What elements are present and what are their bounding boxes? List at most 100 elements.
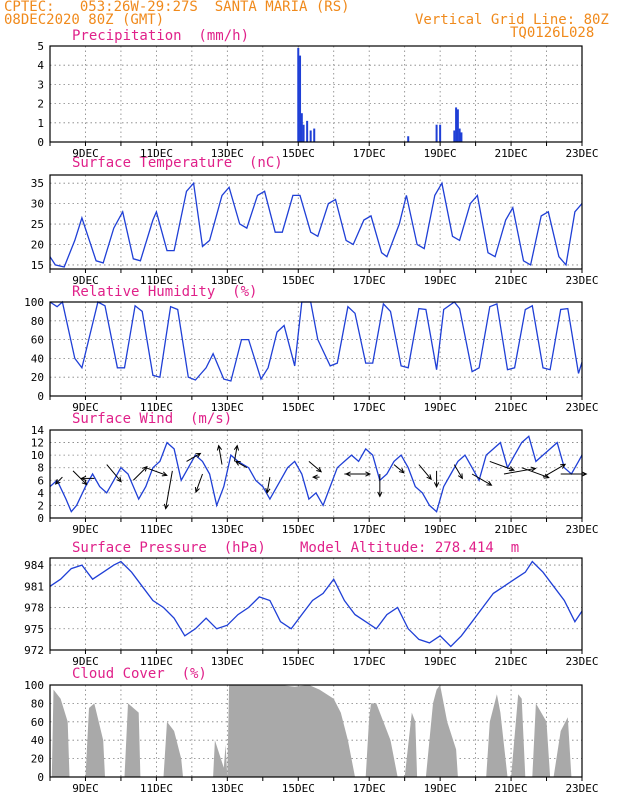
wind-ytick-label: 12 <box>31 437 44 450</box>
precip-ytick-label: 5 <box>37 40 44 53</box>
wind-arrow-head <box>377 491 383 498</box>
pressure-series-line <box>49 560 583 648</box>
cloud-ytick-label: 40 <box>31 734 44 747</box>
rh-ytick-label: 60 <box>31 334 44 347</box>
wind-arrow-head <box>426 474 432 481</box>
wind-arrow-head <box>80 475 87 482</box>
wind-arrow-head <box>233 444 240 451</box>
wind-series-line <box>49 435 583 513</box>
wind-arrow-shaft <box>145 467 167 476</box>
header-run-time: 08DEC2020 80Z (GMT) <box>4 12 165 28</box>
rh-series-line <box>49 300 583 382</box>
precip-bar <box>439 124 442 142</box>
wind-arrow-head <box>433 482 440 489</box>
wind-frame <box>49 429 583 519</box>
pressure-title: Surface Pressure (hPa) <box>72 540 266 556</box>
temp-series-line <box>49 181 583 268</box>
precip-title: Precipitation (mm/h) <box>72 28 250 44</box>
wind-arrow-head <box>142 465 148 472</box>
wind-arrow-shaft <box>55 476 63 485</box>
wind-ytick-label: 6 <box>37 474 44 487</box>
precip-bar <box>460 132 463 142</box>
wind-arrow-head <box>216 444 223 451</box>
precip-bar <box>300 113 303 142</box>
precip-bar <box>302 124 305 142</box>
rh-ytick-label: 0 <box>37 390 44 403</box>
wind-ytick-label: 14 <box>31 424 45 437</box>
header-product-code: TQ0126L028 <box>510 25 595 41</box>
wind-xtick-label: 9DEC <box>72 523 99 536</box>
wind-arrow-head <box>316 466 323 473</box>
wind-arrow-head <box>398 468 405 474</box>
wind-arrow-head <box>486 480 493 486</box>
temp-xtick-label: 17DEC <box>353 274 386 287</box>
cloud-ytick-label: 0 <box>37 771 44 784</box>
rh-ytick-label: 20 <box>31 371 44 384</box>
wind-arrow-head <box>530 466 537 472</box>
wind-arrow-shaft <box>235 460 248 469</box>
temp-xtick-label: 15DEC <box>282 274 315 287</box>
wind-title: Surface Wind (m/s) <box>72 411 233 427</box>
temp-xtick-label: 11DEC <box>140 274 173 287</box>
precip-xtick-label: 23DEC <box>565 147 598 160</box>
rh-xtick-label: 15DEC <box>282 401 315 414</box>
wind-arrow-shaft <box>186 452 201 462</box>
precip-xtick-label: 13DEC <box>211 147 244 160</box>
wind-arrow-shaft <box>418 464 432 480</box>
precip-ytick-label: 1 <box>37 117 44 130</box>
precip-xtick-label: 21DEC <box>495 147 528 160</box>
precip-ytick-label: 2 <box>37 98 44 111</box>
cloud-frame <box>49 684 583 778</box>
wind-arrow-head <box>116 476 122 483</box>
wind-arrow-head <box>161 471 168 477</box>
temp-xtick-label: 21DEC <box>495 274 528 287</box>
temp-xtick-label: 19DEC <box>424 274 457 287</box>
wind-arrow-shaft <box>195 473 203 493</box>
pressure-frame <box>49 557 583 651</box>
pressure-xtick-label: 19DEC <box>424 655 457 668</box>
cloud-xtick-label: 21DEC <box>495 782 528 795</box>
wind-arrow-head <box>581 471 588 477</box>
pressure-xtick-label: 17DEC <box>353 655 386 668</box>
cloud-xtick-label: 13DEC <box>211 782 244 795</box>
wind-arrow-shaft <box>132 466 148 481</box>
rh-xtick-label: 23DEC <box>565 401 598 414</box>
precip-xtick-label: 17DEC <box>353 147 386 160</box>
pressure-ytick-label: 975 <box>24 623 44 636</box>
rh-title: Relative Humidity (%) <box>72 284 258 300</box>
precip-ytick-label: 4 <box>37 59 44 72</box>
wind-arrow-shaft <box>165 470 173 509</box>
wind-xtick-label: 23DEC <box>565 523 598 536</box>
rh-frame <box>49 301 583 397</box>
wind-ytick-label: 0 <box>37 512 44 525</box>
rh-xtick-label: 17DEC <box>353 401 386 414</box>
precip-ytick-label: 0 <box>37 136 44 149</box>
precip-xtick-label: 9DEC <box>72 147 99 160</box>
wind-ytick-label: 10 <box>31 449 44 462</box>
wind-xtick-label: 15DEC <box>282 523 315 536</box>
temp-ytick-label: 20 <box>31 238 44 251</box>
cloud-title: Cloud Cover (%) <box>72 666 207 682</box>
precip-bar <box>306 120 309 142</box>
wind-arrow-head <box>194 487 200 494</box>
temp-xtick-label: 23DEC <box>565 274 598 287</box>
precip-bar <box>455 107 458 142</box>
rh-xtick-label: 13DEC <box>211 401 244 414</box>
wind-arrow-shaft <box>266 477 271 493</box>
cloud-xtick-label: 11DEC <box>140 782 173 795</box>
wind-arrow-shaft <box>542 463 566 478</box>
wind-arrow-shaft <box>453 464 463 479</box>
cloud-area <box>51 685 572 777</box>
pressure-xtick-label: 15DEC <box>282 655 315 668</box>
model-altitude: Model Altitude: 278.414 m <box>300 540 520 556</box>
cloud-xtick-label: 23DEC <box>565 782 598 795</box>
header-location: CPTEC: 053:26W-29:27S SANTA MARIA (RS) <box>4 0 350 15</box>
cloud-xtick-label: 15DEC <box>282 782 315 795</box>
wind-arrow-head <box>195 452 202 458</box>
temp-title: Surface Temperature (nC) <box>72 155 283 171</box>
rh-ytick-label: 100 <box>24 296 44 309</box>
pressure-xtick-label: 13DEC <box>211 655 244 668</box>
wind-arrow-shaft <box>218 445 223 465</box>
temp-xtick-label: 13DEC <box>211 274 244 287</box>
